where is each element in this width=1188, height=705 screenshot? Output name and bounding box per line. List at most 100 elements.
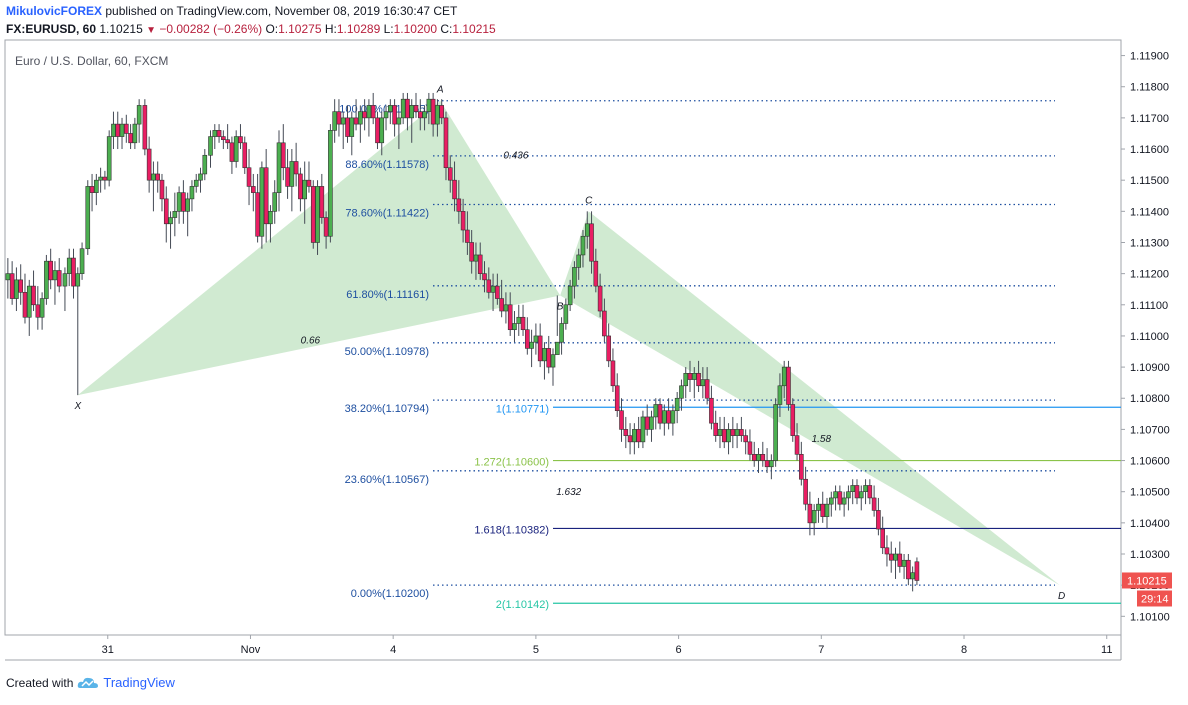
candle-body bbox=[503, 304, 509, 312]
candle-body bbox=[193, 179, 199, 187]
candle-body bbox=[89, 186, 95, 193]
y-tick-label: 1.10400 bbox=[1130, 518, 1170, 530]
price-axis[interactable]: 1.11900 1.11800 1.11700 1.11600 1.11500 1.114… bbox=[1121, 51, 1172, 624]
y-tick-label: 1.11100 bbox=[1130, 300, 1168, 312]
candle-body bbox=[280, 142, 286, 169]
fib-level-label: 0.00%(1.10200) bbox=[351, 588, 429, 600]
candle-body bbox=[717, 429, 723, 436]
y-tick-label: 1.11400 bbox=[1130, 206, 1169, 218]
candle-body bbox=[623, 429, 629, 436]
candle-body bbox=[251, 186, 256, 193]
fib-retracement[interactable]: 100.00%(1.11755)88.60%(1.11578)78.60%(1.… bbox=[339, 100, 1055, 600]
candle-body bbox=[56, 270, 62, 287]
candle-body bbox=[816, 503, 821, 511]
candle-body bbox=[460, 211, 466, 231]
candle-body bbox=[807, 503, 813, 524]
candle-body bbox=[533, 335, 539, 343]
candle-body bbox=[593, 260, 599, 287]
candle-body bbox=[285, 167, 290, 187]
candle-body bbox=[567, 285, 573, 306]
candle-body bbox=[176, 192, 182, 212]
candle-body bbox=[850, 485, 856, 493]
candle-body bbox=[136, 105, 142, 125]
x-tick-label: 11 bbox=[1101, 644, 1112, 656]
pattern-ratio-label: 0.436 bbox=[503, 150, 528, 161]
pattern-labels: X A B C D 0.66 0.436 1.632 1.58 bbox=[73, 85, 1065, 602]
candle-body bbox=[263, 167, 269, 225]
candle-body bbox=[9, 273, 15, 299]
candle-body bbox=[238, 136, 243, 144]
candle-body bbox=[71, 257, 76, 287]
candle-body bbox=[794, 435, 800, 455]
candle-body bbox=[409, 105, 415, 119]
candle-body bbox=[833, 491, 838, 499]
last-price-badge-text: 1.10215 bbox=[1127, 575, 1167, 587]
extension-label: 1.272(1.10600) bbox=[474, 457, 549, 469]
candle-body bbox=[640, 416, 646, 443]
created-with-label: Created with bbox=[6, 675, 74, 690]
fib-level-label: 23.60%(1.10567) bbox=[345, 474, 429, 486]
candle-body bbox=[828, 497, 834, 505]
candle-body bbox=[358, 111, 363, 125]
candle-body bbox=[666, 410, 671, 424]
candle-body bbox=[119, 123, 125, 137]
pattern-triangle-xab bbox=[77, 100, 561, 396]
candle-body bbox=[863, 485, 868, 493]
time-axis[interactable]: 31 Nov 4 5 6 7 8 11 bbox=[102, 635, 1113, 656]
candle-body bbox=[375, 117, 380, 144]
author-link[interactable]: MikulovicFOREX bbox=[6, 4, 103, 18]
candle-body bbox=[662, 410, 667, 424]
pattern-point-label: D bbox=[1058, 591, 1065, 602]
candle-body bbox=[255, 192, 260, 237]
candle-body bbox=[392, 105, 397, 125]
candle-body bbox=[790, 404, 796, 436]
candle-body bbox=[614, 385, 620, 412]
candle-body bbox=[709, 397, 714, 424]
y-tick-label: 1.10600 bbox=[1130, 456, 1170, 468]
xabcd-pattern[interactable] bbox=[77, 100, 1060, 586]
candle-body bbox=[22, 292, 28, 318]
x-tick-label: Nov bbox=[241, 644, 261, 656]
candle-body bbox=[799, 454, 804, 480]
x-tick-label: 6 bbox=[676, 644, 682, 656]
extension-label: 1.618(1.10382) bbox=[474, 524, 549, 536]
candle-body bbox=[811, 510, 817, 524]
candle-body bbox=[435, 105, 440, 125]
candle-body bbox=[730, 429, 736, 436]
close-value: 1.10215 bbox=[452, 22, 496, 36]
candle-body bbox=[747, 441, 753, 455]
extension-label: 2(1.10142) bbox=[496, 599, 549, 611]
tradingview-brand[interactable]: TradingView bbox=[103, 675, 175, 690]
candle-body bbox=[597, 285, 603, 312]
candle-body bbox=[632, 429, 637, 443]
candle-body bbox=[674, 397, 680, 412]
candle-body bbox=[683, 373, 689, 387]
candle-body bbox=[713, 422, 719, 436]
candle-body bbox=[546, 348, 552, 368]
candle-body bbox=[172, 211, 178, 218]
candle-body bbox=[319, 186, 325, 218]
low-value: 1.10200 bbox=[393, 22, 437, 36]
y-tick-label: 1.11500 bbox=[1130, 175, 1169, 187]
candle-body bbox=[756, 454, 761, 461]
fib-extension-lines[interactable]: 1(1.10771) 1.272(1.10600) 1.618(1.10382) 2(… bbox=[474, 403, 1121, 611]
last-price: 1.10215 bbox=[99, 22, 143, 36]
candle-body bbox=[168, 217, 173, 225]
candle-body bbox=[383, 111, 389, 119]
candle-body bbox=[858, 491, 864, 499]
candle-body bbox=[529, 341, 534, 349]
candle-body bbox=[760, 454, 766, 461]
candle-body bbox=[803, 478, 808, 505]
low-label: L: bbox=[383, 22, 394, 36]
candle-body bbox=[499, 298, 504, 312]
candle-body bbox=[786, 366, 791, 405]
candle-body bbox=[679, 385, 684, 399]
y-tick-label: 1.11300 bbox=[1130, 237, 1169, 249]
footer: Created with TradingView bbox=[6, 675, 175, 690]
candle-body bbox=[447, 167, 453, 181]
candle-body bbox=[589, 223, 594, 262]
x-tick-label: 31 bbox=[102, 644, 114, 656]
candle-body bbox=[75, 273, 81, 287]
